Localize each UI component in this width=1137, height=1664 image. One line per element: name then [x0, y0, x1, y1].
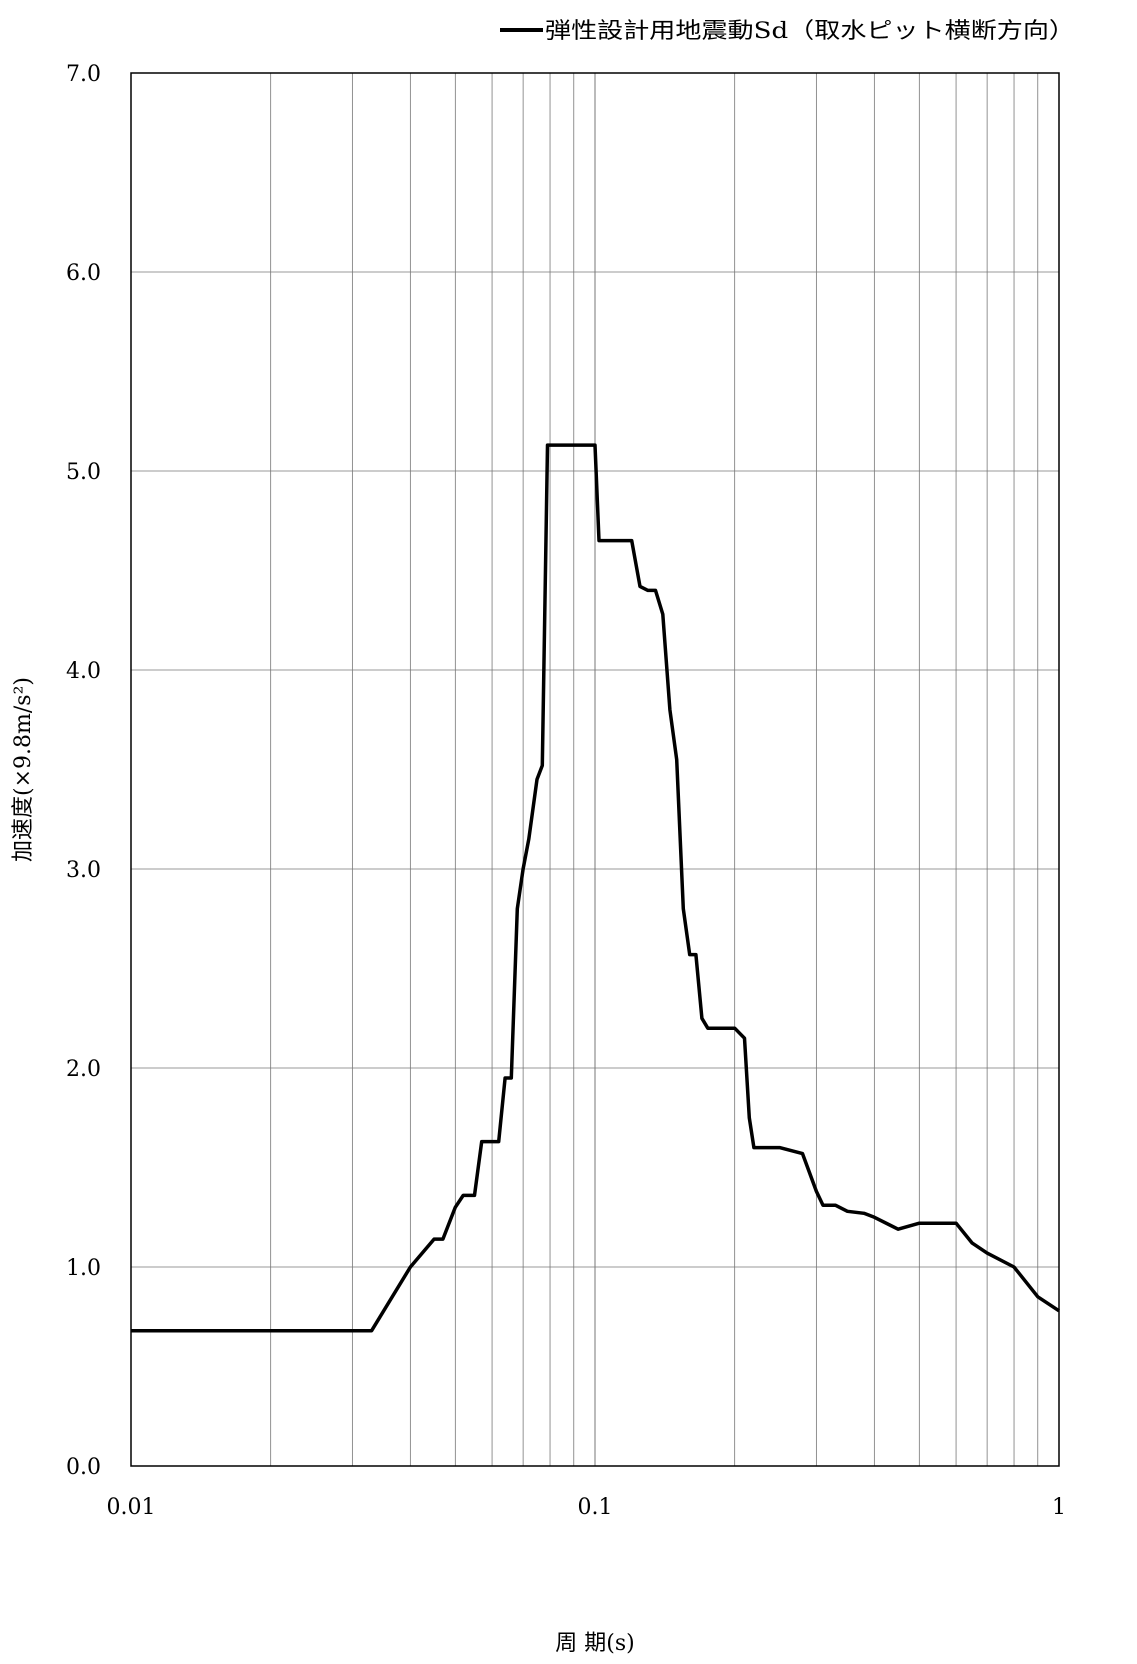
- y-tick-label: 0.0: [66, 1455, 101, 1480]
- y-tick-label: 6.0: [66, 261, 101, 286]
- series-line: [131, 443, 1060, 1333]
- y-tick-label: 4.0: [66, 659, 101, 684]
- plot-frame: [130, 72, 1060, 1467]
- y-tick-label: 5.0: [66, 460, 101, 485]
- x-axis-label: 周 期(s): [555, 1631, 634, 1656]
- x-tick-label: 0.1: [578, 1495, 613, 1520]
- y-tick-label: 3.0: [66, 858, 101, 883]
- legend-label: 弾性設計用地震動Sd（取水ピット横断方向）: [545, 19, 1075, 44]
- x-tick-label: 1: [1052, 1495, 1066, 1520]
- x-tick-labels: 0.01 0.1 1: [107, 1495, 1066, 1520]
- legend: 弾性設計用地震動Sd（取水ピット横断方向）: [500, 19, 1075, 44]
- grid-lines: [130, 72, 1060, 1467]
- y-axis-label: 加速度(×9.8m/s²): [11, 677, 36, 862]
- y-tick-labels: 0.0 1.0 2.0 3.0 4.0 5.0 6.0 7.0: [66, 62, 101, 1480]
- y-tick-label: 7.0: [66, 62, 101, 87]
- y-tick-label: 2.0: [66, 1057, 101, 1082]
- x-tick-label: 0.01: [107, 1495, 156, 1520]
- y-tick-label: 1.0: [66, 1256, 101, 1281]
